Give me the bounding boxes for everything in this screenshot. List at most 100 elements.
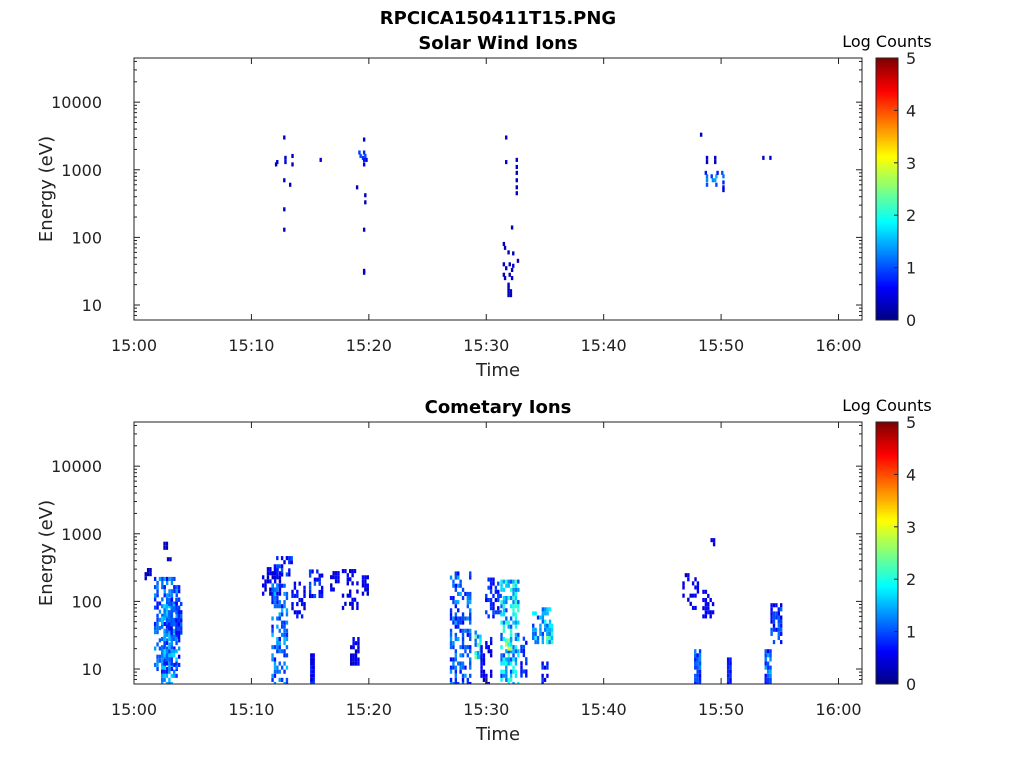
- heatmap-cell: [544, 623, 547, 628]
- heatmap-cell: [290, 560, 293, 565]
- heatmap-cell: [312, 653, 315, 658]
- heatmap-cell: [361, 583, 365, 588]
- heatmap-cell: [449, 677, 453, 682]
- heatmap-cell: [173, 589, 176, 594]
- heatmap-cell: [349, 601, 352, 606]
- heatmap-cell: [175, 601, 178, 607]
- heatmap-cell: [452, 620, 455, 625]
- heatmap-cell: [337, 571, 340, 576]
- heatmap-cell: [300, 614, 304, 619]
- heatmap-cell: [469, 649, 472, 654]
- heatmap-cell: [278, 600, 281, 605]
- heatmap-cell: [512, 587, 515, 592]
- heatmap-cell: [349, 569, 352, 574]
- heatmap-cell: [726, 681, 730, 684]
- heatmap-cell: [544, 627, 547, 632]
- heatmap-cell: [514, 661, 518, 666]
- heatmap-cell: [510, 225, 514, 230]
- heatmap-cell: [350, 653, 353, 658]
- heatmap-cell: [482, 673, 486, 678]
- heatmap-cell: [707, 593, 710, 598]
- heatmap-cell: [175, 657, 178, 662]
- heatmap-cell: [312, 677, 315, 682]
- heatmap-cell: [461, 661, 465, 666]
- heatmap-cell: [273, 564, 277, 569]
- heatmap-cell: [261, 575, 265, 580]
- heatmap-cell: [512, 620, 515, 625]
- heatmap-cell: [520, 665, 523, 670]
- heatmap-cell: [168, 677, 171, 682]
- heatmap-cell: [489, 673, 493, 678]
- heatmap-cell: [711, 178, 715, 183]
- heatmap-cell: [283, 632, 286, 637]
- heatmap-cell: [764, 653, 767, 658]
- heatmap-cell: [273, 595, 277, 601]
- heatmap-cell: [514, 636, 518, 642]
- heatmap-cell: [770, 631, 773, 636]
- heatmap-cell: [449, 669, 453, 674]
- heatmap-cell: [515, 185, 518, 190]
- heatmap-cell: [452, 681, 455, 684]
- heatmap-cell: [170, 632, 173, 637]
- heatmap-cell: [502, 620, 506, 625]
- heatmap-cell: [449, 628, 453, 633]
- heatmap-cell: [161, 585, 164, 590]
- heatmap-cell: [711, 610, 715, 615]
- heatmap-cell: [509, 616, 513, 621]
- heatmap-cell: [469, 632, 472, 637]
- x-tick-label: 16:00: [815, 336, 861, 355]
- heatmap-cell: [280, 572, 284, 577]
- heatmap-cell: [156, 601, 159, 606]
- heatmap-cell: [318, 593, 321, 599]
- heatmap-cell: [509, 595, 513, 601]
- heatmap-cell: [505, 657, 508, 662]
- heatmap-cell: [722, 185, 725, 190]
- heatmap-cell: [466, 616, 470, 621]
- heatmap-cell: [497, 606, 500, 611]
- heatmap-cell: [269, 571, 272, 576]
- heatmap-cell: [482, 677, 486, 682]
- heatmap-cell: [762, 155, 765, 160]
- heatmap-cell: [505, 160, 508, 165]
- heatmap-cell: [766, 681, 770, 684]
- heatmap-cell: [515, 164, 518, 170]
- heatmap-cell: [769, 669, 772, 674]
- heatmap-cell: [505, 266, 508, 271]
- heatmap-cell: [548, 640, 551, 645]
- heatmap-cell: [764, 657, 767, 662]
- heatmap-cell: [772, 603, 776, 608]
- heatmap-cell: [536, 640, 540, 645]
- heatmap-cell: [779, 640, 783, 645]
- heatmap-cell: [502, 669, 506, 674]
- heatmap-cell: [707, 602, 710, 607]
- heatmap-cell: [163, 653, 166, 658]
- heatmap-cell: [170, 597, 173, 602]
- heatmap-cell: [165, 620, 169, 625]
- heatmap-cell: [505, 665, 508, 670]
- heatmap-cell: [480, 649, 483, 654]
- heatmap-cell: [770, 627, 773, 632]
- heatmap-cell: [175, 618, 178, 623]
- panel-title: Cometary Ions: [425, 397, 572, 418]
- heatmap-cell: [311, 569, 314, 574]
- heatmap-cell: [312, 661, 315, 666]
- heatmap-cell: [505, 638, 508, 643]
- heatmap-cell: [291, 593, 294, 598]
- heatmap-cell: [285, 677, 289, 682]
- heatmap-cell: [694, 681, 697, 684]
- heatmap-cell: [541, 611, 545, 616]
- heatmap-cell: [283, 600, 286, 605]
- heatmap-cell: [779, 623, 783, 628]
- heatmap-cell: [500, 600, 503, 605]
- heatmap-cell: [454, 600, 458, 605]
- heatmap-cell: [682, 581, 685, 586]
- heatmap-cell: [283, 583, 286, 588]
- heatmap-cell: [296, 614, 299, 619]
- x-tick-label: 15:40: [581, 700, 627, 719]
- heatmap-cell: [461, 632, 465, 637]
- heatmap-cell: [303, 602, 306, 607]
- heatmap-cell: [505, 642, 508, 647]
- heatmap-cell: [278, 564, 281, 569]
- heatmap-cell: [283, 641, 286, 646]
